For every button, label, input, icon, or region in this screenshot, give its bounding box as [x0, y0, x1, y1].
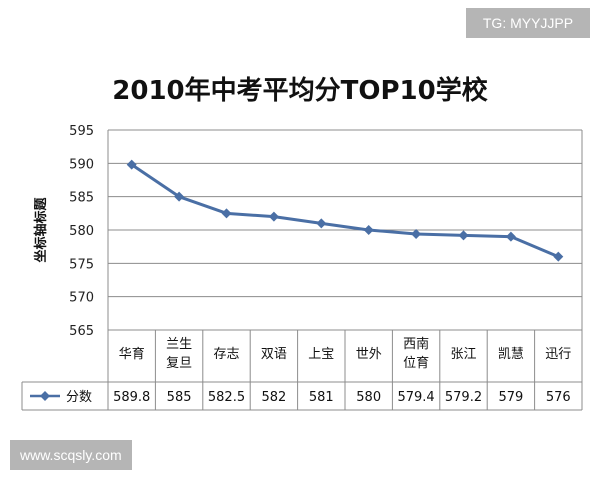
- data-value-label: 580: [356, 390, 381, 405]
- data-point-marker: [268, 211, 279, 222]
- data-point-marker: [363, 225, 374, 235]
- data-point-marker: [458, 230, 469, 241]
- data-point-marker: [221, 208, 232, 219]
- data-value-label: 585: [167, 390, 192, 405]
- y-tick-label: 565: [69, 324, 94, 339]
- legend-series-name: 分数: [66, 390, 92, 405]
- data-value-label: 582: [261, 390, 286, 405]
- y-tick-label: 590: [69, 157, 94, 172]
- watermark-bottom: www.scqsly.com: [10, 440, 132, 470]
- gridlines: [108, 129, 582, 331]
- category-label: 兰生: [166, 337, 192, 352]
- category-label: 复旦: [166, 356, 192, 371]
- category-label: 张江: [450, 347, 476, 362]
- data-value-label: 579.2: [445, 390, 482, 405]
- y-axis-ticks: 565 570 575 580 585 590 595: [69, 124, 583, 410]
- data-point-marker: [505, 231, 516, 242]
- y-tick-label: 575: [69, 257, 94, 272]
- y-tick-label: 570: [69, 291, 94, 306]
- data-value-label: 579.4: [397, 390, 434, 405]
- data-value-label: 589.8: [113, 390, 150, 405]
- category-label: 存志: [213, 347, 239, 362]
- category-label: 凯慧: [498, 346, 524, 362]
- data-value-label: 576: [546, 390, 571, 405]
- data-value-label: 581: [309, 390, 334, 405]
- legend-diamond-marker: [40, 391, 50, 401]
- category-label: 华育: [119, 346, 145, 362]
- category-label: 位育: [403, 355, 429, 371]
- series-line: [126, 159, 564, 262]
- watermark-top: TG: MYYJJPP: [466, 8, 590, 38]
- category-label: 西南: [403, 336, 429, 352]
- y-tick-label: 595: [69, 124, 94, 139]
- category-label: 双语: [261, 347, 287, 362]
- series-line-path: [130, 163, 559, 259]
- data-point-marker: [411, 229, 422, 239]
- data-value-label: 579: [498, 390, 523, 405]
- data-value-label: 582.5: [208, 390, 245, 405]
- category-label: 世外: [356, 347, 382, 362]
- data-point-marker: [316, 218, 327, 229]
- y-tick-label: 585: [69, 191, 94, 206]
- chart-title: 2010年中考平均分TOP10学校: [112, 76, 488, 106]
- data-point-marker: [126, 159, 137, 170]
- category-label: 迅行: [545, 347, 571, 362]
- data-point-marker: [553, 251, 564, 262]
- category-label: 上宝: [308, 347, 334, 362]
- y-tick-label: 580: [69, 224, 94, 239]
- data-point-marker: [174, 191, 185, 202]
